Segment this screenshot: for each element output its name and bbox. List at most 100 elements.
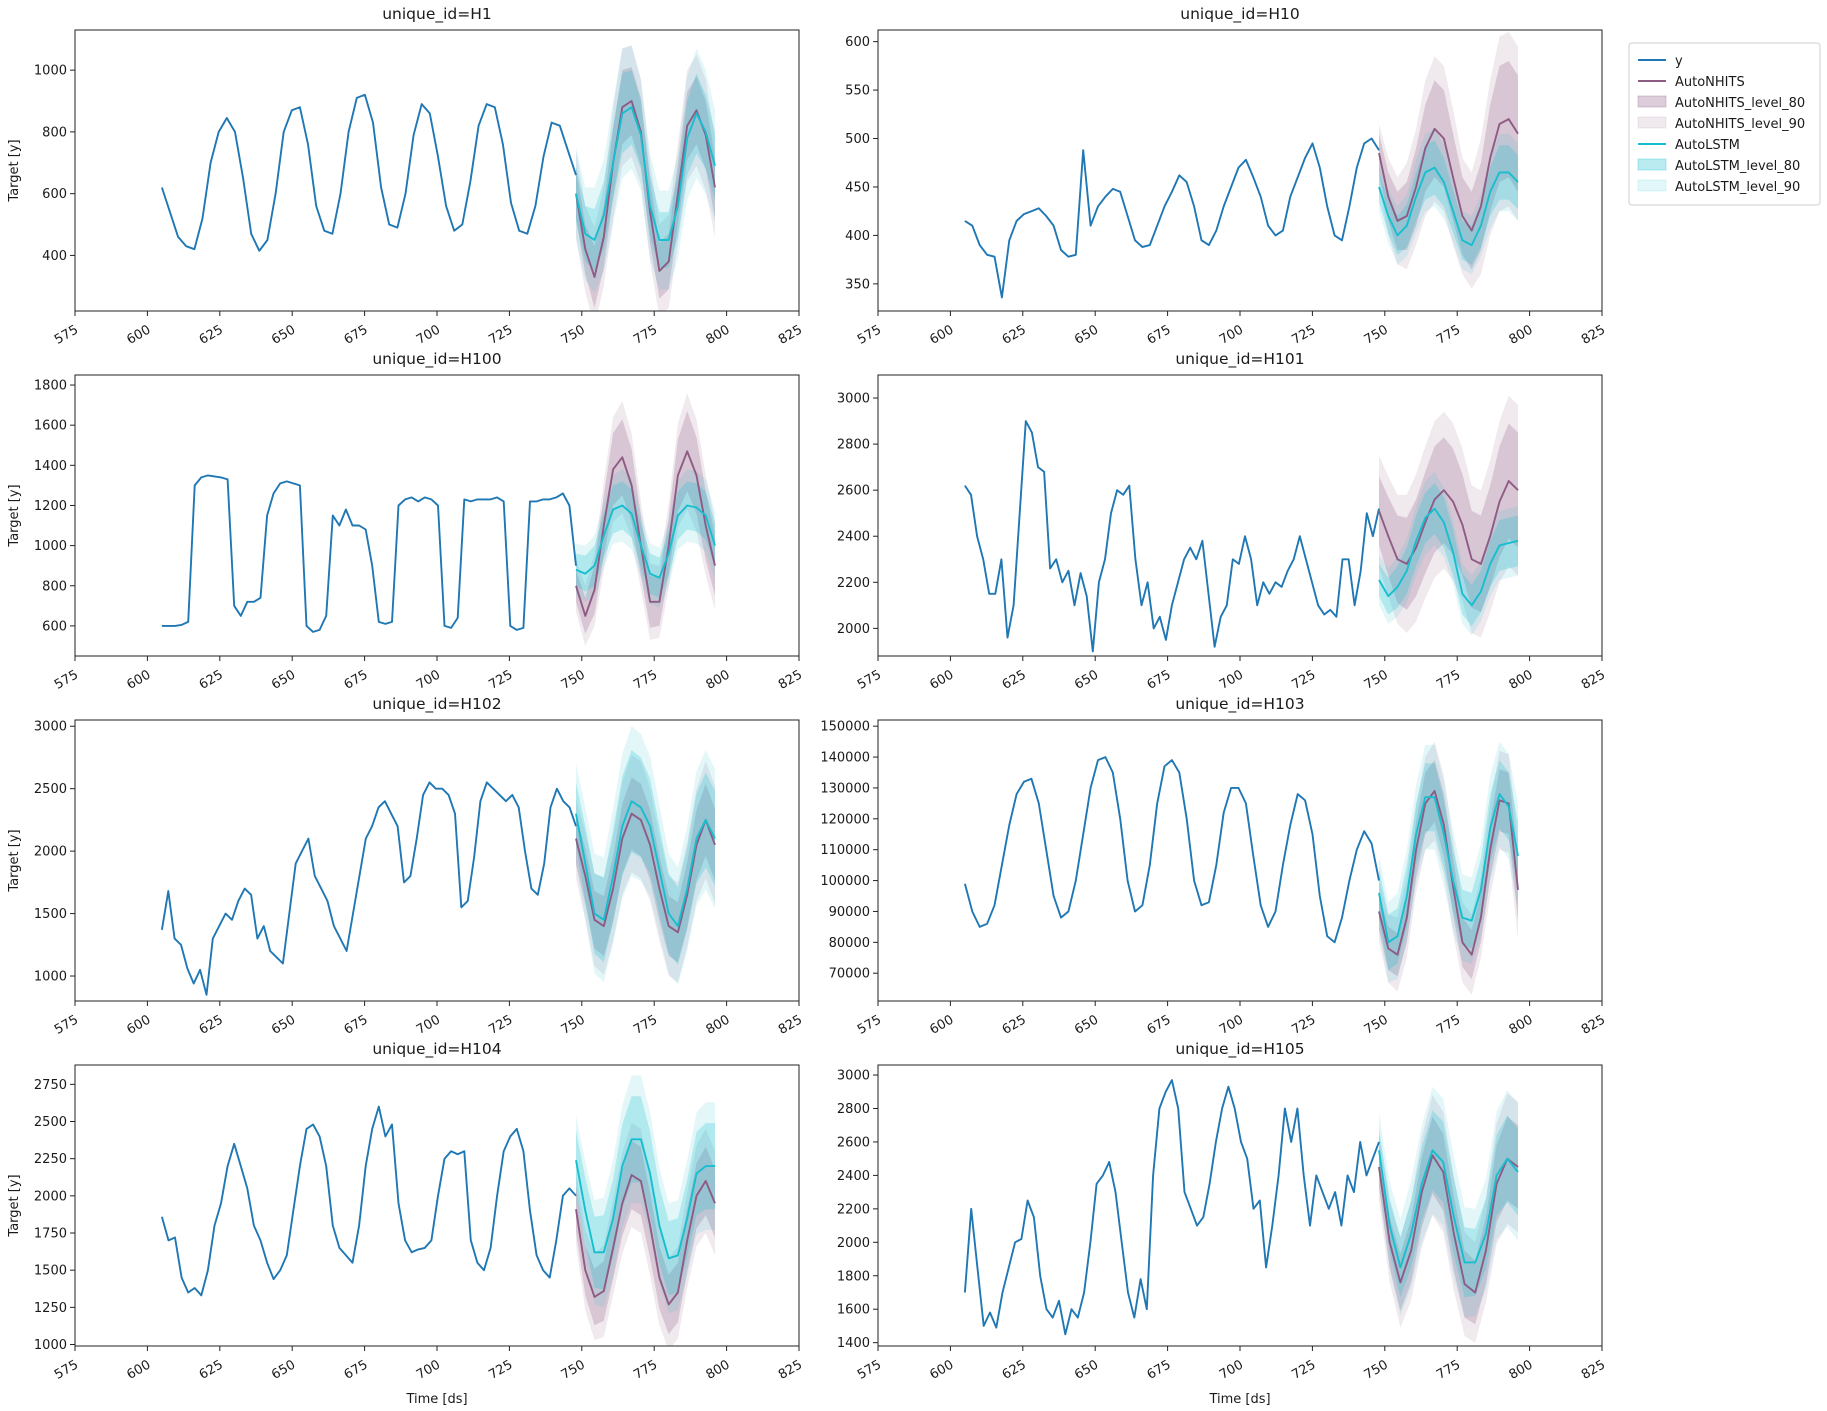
legend: y AutoNHITS AutoNHITS_level_80 AutoNHITS_le… [1628,42,1821,206]
autolstm-level-80-band [576,750,715,965]
plot-area [963,1079,1519,1343]
y-tick-label: 550 [845,84,870,99]
autolstm-line [1378,166,1519,247]
y-tick-label: 1400 [34,459,67,474]
y-tick-label: 1800 [34,379,67,394]
y-tick-label: 2250 [34,1152,67,1167]
x-tick-label: 750 [1362,1357,1391,1382]
autonhits-level-90-band [1379,395,1518,638]
y-tick-label: 90000 [829,905,870,920]
y-tick-label: 1800 [837,1269,870,1284]
x-tick-label: 575 [52,1012,81,1037]
legend-band-swatch [1637,95,1667,108]
plot-area [160,45,716,311]
x-tick-label: 725 [1289,667,1318,692]
autolstm-level-90-band [1379,471,1518,636]
y-tick-label: 1600 [34,419,67,434]
y-tick-label: 800 [42,579,67,594]
autonhits-level-80-band [576,1140,715,1335]
autonhits-level-80-band [576,67,715,308]
legend-band-swatch [1637,158,1667,171]
x-tick-label: 700 [414,1012,443,1037]
x-tick-label: 725 [1289,1012,1318,1037]
x-tick-label: 825 [1579,667,1608,692]
legend-label: AutoNHITS [1675,75,1745,90]
x-tick-label: 725 [1289,1357,1318,1382]
x-tick-label: 825 [776,1357,805,1382]
x-tick-label: 650 [1072,1357,1101,1382]
y-tick-label: 2500 [34,1115,67,1130]
x-tick-label: 600 [124,1357,153,1382]
y-tick-label: 2000 [34,1189,67,1204]
y-tick-label: 2400 [837,530,870,545]
x-tick-label: 725 [486,667,515,692]
plot-area [963,741,1519,995]
y-tick-label: 1200 [34,499,67,514]
x-tick-label: 825 [1579,322,1608,347]
y-tick-label: 140000 [820,751,870,766]
autonhits-level-90-band [576,393,715,646]
subplot: unique_id=H104 1000 1250 1500 1750 2000 2250 25… [7,1040,805,1407]
y-tick-label: 400 [42,249,67,264]
autolstm-level-80-band [1379,760,1518,971]
x-tick-label: 700 [1217,322,1246,347]
x-tick-label: 725 [486,1012,515,1037]
x-tick-label: 750 [1362,667,1391,692]
x-tick-label: 775 [631,1012,660,1037]
x-tick-label: 675 [342,322,371,347]
x-tick-label: 800 [1507,1012,1536,1037]
x-tick-label: 800 [704,322,733,347]
x-tick-label: 600 [124,1012,153,1037]
x-tick-label: 825 [776,322,805,347]
y-series-line [964,420,1380,653]
x-tick-label: 650 [1072,667,1101,692]
y-series-line [963,1079,1380,1336]
y-axis-label: Target [y] [7,484,22,547]
autolstm-line [1378,507,1519,607]
y-tick-label: 1000 [34,539,67,554]
x-tick-label: 750 [559,1012,588,1037]
y-axis-label: Target [y] [7,1174,22,1237]
autolstm-line [575,800,716,928]
subplot-title: unique_id=H102 [372,695,501,714]
y-tick-label: 3000 [837,1069,870,1084]
plot-area [964,395,1519,653]
y-tick-label: 2800 [837,438,870,453]
legend-entry: y [1638,54,1683,69]
x-tick-label: 825 [776,1012,805,1037]
x-tick-label: 625 [1000,1357,1029,1382]
x-tick-label: 575 [52,1357,81,1382]
x-tick-label: 700 [414,1357,443,1382]
y-series-line [160,1105,577,1297]
x-tick-label: 775 [631,1357,660,1382]
autolstm-level-90-band [1379,128,1518,275]
y-tick-label: 1400 [837,1336,870,1351]
y-tick-label: 1000 [34,64,67,79]
y-tick-label: 600 [42,187,67,202]
y-tick-label: 1000 [34,970,67,985]
x-axis-label: Time [ds] [1208,1392,1270,1407]
y-tick-label: 1250 [34,1301,67,1316]
legend-label: AutoNHITS_level_80 [1675,96,1805,111]
x-tick-label: 775 [1434,667,1463,692]
y-tick-label: 500 [845,132,870,147]
x-tick-label: 750 [559,667,588,692]
x-tick-label: 725 [1289,322,1318,347]
y-tick-label: 450 [845,180,870,195]
x-tick-label: 625 [197,1357,226,1382]
y-tick-label: 100000 [820,874,870,889]
y-tick-label: 150000 [820,720,870,735]
legend-label: y [1675,54,1683,69]
x-tick-label: 800 [704,1012,733,1037]
autolstm-line [575,504,716,579]
subplot: unique_id=H105 1400 1600 1800 2000 2200 2400 26… [837,1040,1608,1407]
y-tick-label: 2500 [34,782,67,797]
autolstm-line [1378,793,1519,944]
x-tick-label: 625 [197,1012,226,1037]
x-axis-label: Time [ds] [405,1392,467,1407]
legend-band-swatch [1637,116,1667,129]
y-tick-label: 600 [42,619,67,634]
legend-entry: AutoLSTM_level_80 [1637,158,1800,174]
y-tick-label: 2750 [34,1078,67,1093]
